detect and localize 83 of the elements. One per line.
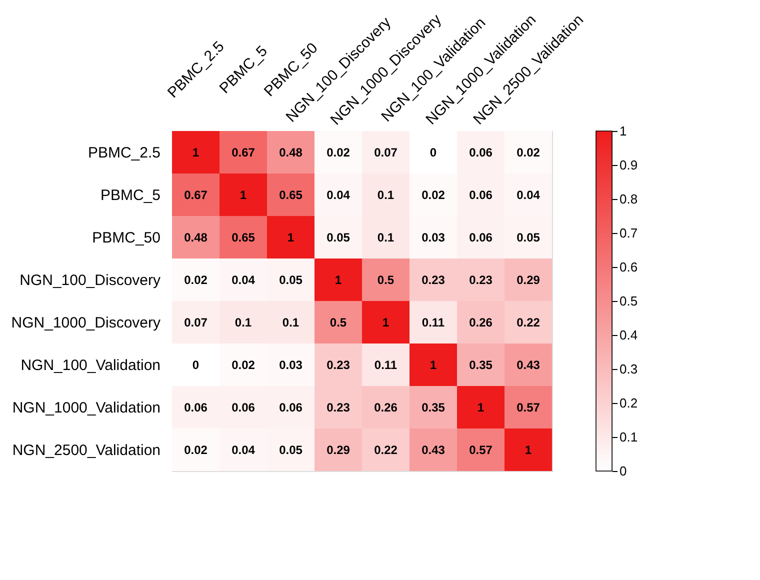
- color-bar-label: 0.6: [620, 260, 638, 274]
- data-label: 0.02: [232, 358, 256, 372]
- y-tick-label: NGN_1000_Validation: [12, 399, 160, 416]
- data-label: 0.05: [516, 230, 540, 244]
- data-label: 0.1: [377, 188, 394, 202]
- color-bar-label: 0.1: [620, 430, 638, 444]
- data-label: 0.23: [326, 358, 350, 372]
- y-tick-label: NGN_1000_Discovery: [11, 314, 161, 332]
- data-label: 0.07: [374, 145, 398, 160]
- y-tick-label: PBMC_2.5: [88, 144, 160, 162]
- data-label: 0.1: [377, 230, 394, 244]
- data-label: 0.29: [326, 442, 350, 457]
- y-tick-label: NGN_2500_Validation: [12, 442, 160, 459]
- data-label: 0.06: [469, 145, 493, 160]
- data-label: 0.05: [326, 230, 350, 244]
- data-label: 0.02: [516, 145, 540, 160]
- data-label: 0.11: [422, 315, 445, 330]
- data-label: 1: [477, 400, 484, 414]
- data-label: 0.05: [279, 272, 303, 287]
- data-label: 1: [240, 188, 247, 202]
- data-label: 0.07: [184, 315, 208, 330]
- color-bar-label: 0.7: [620, 226, 638, 240]
- data-label: 0.03: [422, 230, 446, 244]
- data-label: 0.04: [232, 272, 256, 287]
- data-label: 0.02: [184, 442, 208, 457]
- data-label: 1: [192, 145, 200, 160]
- data-label: 0.48: [184, 230, 208, 244]
- color-bar-label: 0: [620, 464, 627, 478]
- data-label: 0.1: [234, 315, 252, 330]
- data-label: 0.02: [422, 188, 446, 202]
- data-label: 1: [334, 272, 342, 287]
- data-label: 1: [382, 315, 390, 330]
- data-label: 1: [524, 442, 532, 457]
- data-label: 0.67: [232, 145, 256, 160]
- data-label: 0.06: [469, 230, 493, 244]
- color-bar-label: 0.2: [620, 396, 638, 410]
- y-tick-label: NGN_100_Discovery: [20, 272, 161, 289]
- color-bar-label: 0.3: [620, 362, 638, 376]
- data-label: 0.57: [516, 400, 540, 414]
- data-label: 0.1: [282, 315, 300, 330]
- data-label: 0.04: [326, 188, 350, 202]
- data-label: 0.04: [516, 188, 540, 202]
- data-label: 1: [287, 230, 294, 244]
- color-bar-label: 0.4: [620, 328, 638, 342]
- data-label: 0.06: [469, 188, 493, 202]
- data-label: 0.35: [422, 400, 446, 414]
- data-label: 0: [192, 358, 200, 372]
- data-label: 0.35: [469, 358, 493, 372]
- data-label: 0.67: [184, 188, 208, 202]
- data-label: 0.23: [422, 272, 446, 287]
- data-label: 0.26: [469, 315, 493, 330]
- data-label: 0.11: [374, 358, 398, 372]
- data-label: 0.06: [184, 400, 208, 414]
- color-bar-label: 0.5: [620, 294, 638, 308]
- color-bar-label: 0.8: [620, 192, 638, 206]
- data-label: 0.22: [374, 442, 398, 457]
- data-label: 0.5: [330, 315, 347, 330]
- data-label: 0.5: [377, 272, 394, 287]
- data-label: 0.65: [279, 188, 303, 202]
- data-label: 0.65: [232, 230, 256, 244]
- data-label: 0.04: [232, 442, 256, 457]
- data-label: 0.03: [279, 358, 303, 372]
- color-bar-label: 0.9: [620, 158, 638, 172]
- data-label: 1: [430, 358, 437, 372]
- data-label: 0.22: [516, 315, 540, 330]
- y-tick-label: PBMC_5: [100, 186, 160, 204]
- data-label: 0.23: [326, 400, 350, 414]
- data-label: 0.29: [516, 272, 540, 287]
- y-tick-label: PBMC_50: [92, 229, 160, 246]
- data-label: 0.23: [469, 272, 493, 287]
- data-label: 0.02: [184, 272, 208, 287]
- data-label: 0.57: [469, 442, 493, 457]
- data-label: 0: [430, 145, 437, 160]
- data-label: 0.06: [232, 400, 256, 414]
- data-label: 0.43: [422, 442, 446, 457]
- data-label: 0.26: [374, 400, 398, 414]
- data-label: 0.06: [279, 400, 303, 414]
- data-label: 0.43: [516, 358, 540, 372]
- color-bar-label: 1: [620, 124, 627, 138]
- data-label: 0.05: [279, 442, 303, 457]
- data-label: 0.48: [279, 145, 303, 160]
- y-tick-label: NGN_100_Validation: [20, 356, 160, 374]
- data-label: 0.02: [326, 145, 350, 160]
